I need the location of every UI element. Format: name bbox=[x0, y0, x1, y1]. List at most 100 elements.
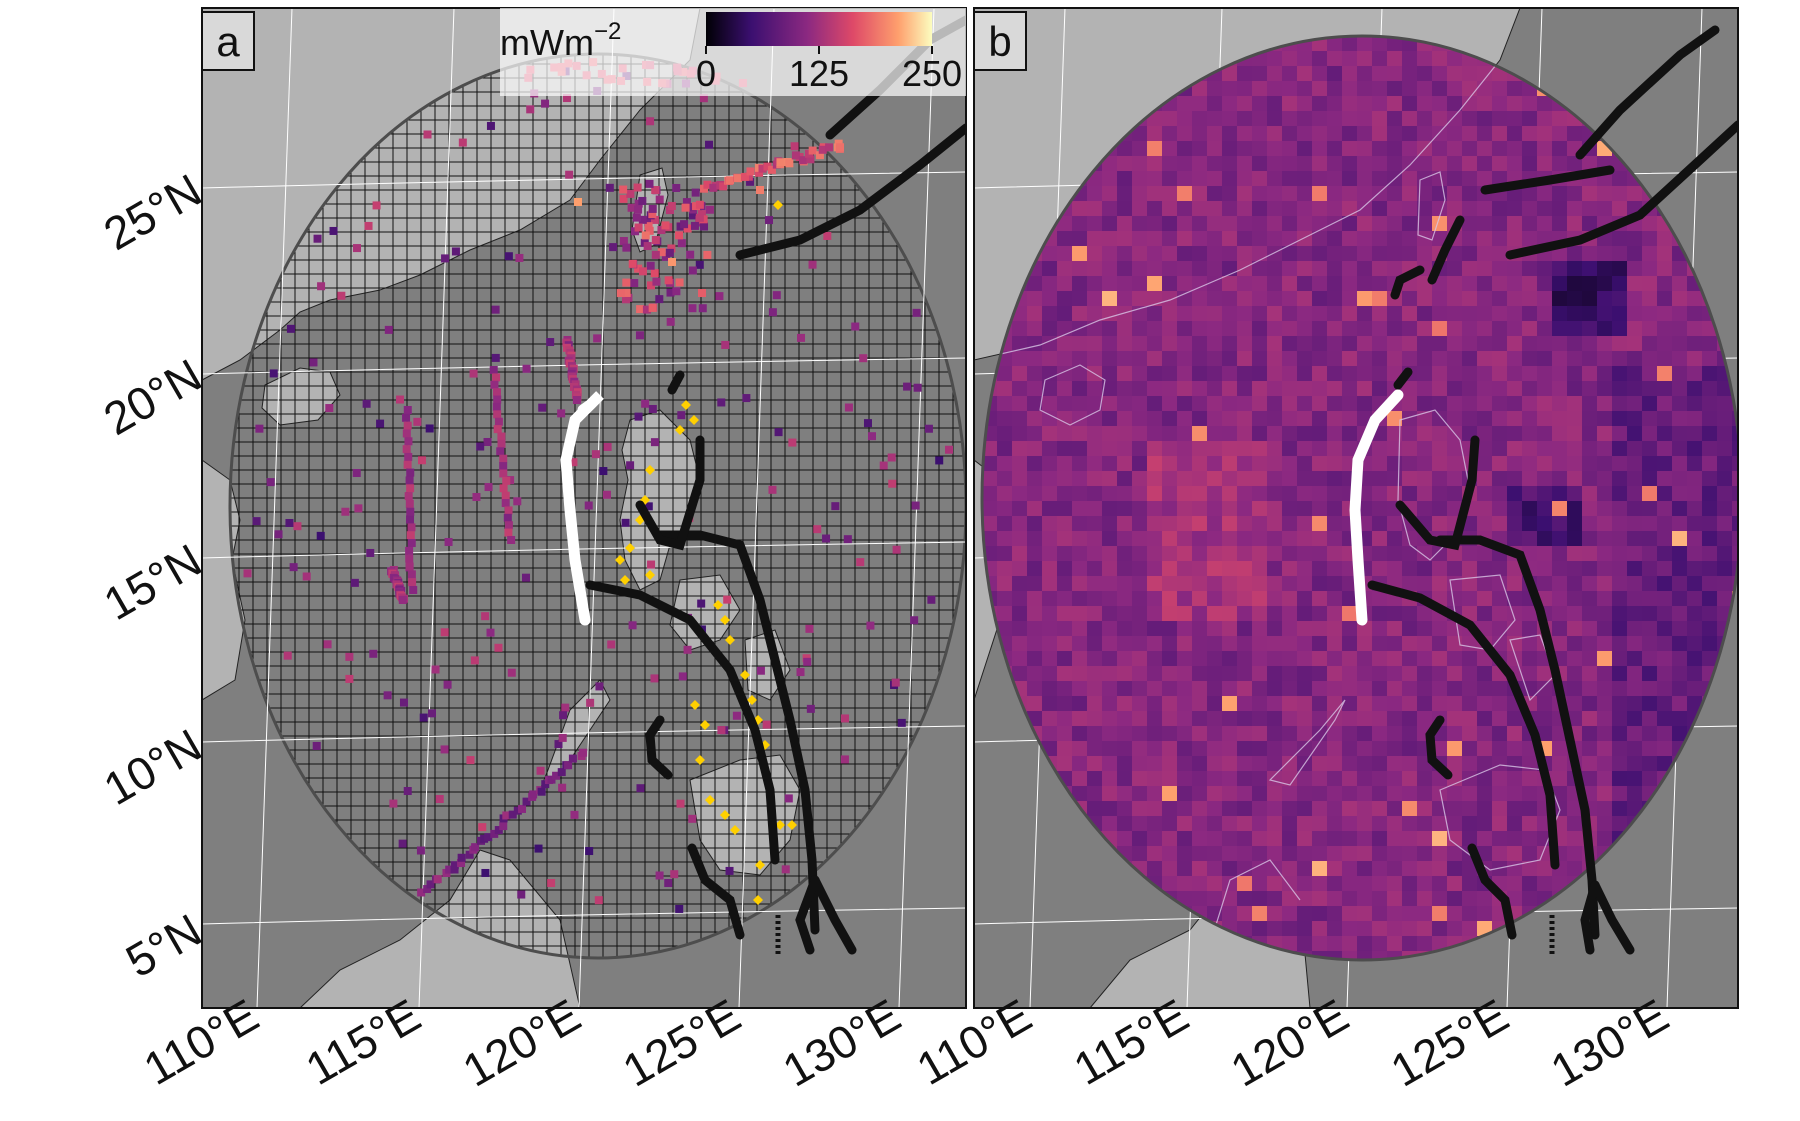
interpolated-cell bbox=[1072, 246, 1088, 262]
interpolated-cell bbox=[1282, 201, 1298, 217]
heat-flow-point bbox=[403, 460, 412, 469]
heat-flow-point bbox=[570, 810, 579, 819]
heat-flow-point bbox=[499, 822, 508, 831]
heat-flow-point bbox=[492, 388, 501, 397]
interpolated-cell bbox=[1387, 66, 1403, 82]
heat-flow-point bbox=[323, 640, 332, 649]
heat-flow-point bbox=[655, 195, 664, 204]
heat-flow-point bbox=[312, 741, 321, 750]
interpolated-cell bbox=[1252, 291, 1268, 307]
heat-flow-point bbox=[851, 322, 860, 331]
interpolated-cell bbox=[1312, 246, 1328, 262]
heat-flow-point bbox=[910, 616, 919, 625]
heat-flow-point bbox=[337, 291, 346, 300]
interpolated-cell bbox=[1477, 126, 1493, 142]
interpolated-cell bbox=[1132, 141, 1148, 157]
heat-flow-point bbox=[517, 890, 526, 899]
interpolated-cell bbox=[1207, 111, 1223, 127]
interpolated-cell bbox=[1312, 141, 1328, 157]
interpolated-cell bbox=[1207, 141, 1223, 157]
interpolated-cell bbox=[1237, 156, 1253, 172]
interpolated-cell bbox=[1147, 156, 1163, 172]
interpolated-cell bbox=[1267, 141, 1283, 157]
interpolated-cell bbox=[1162, 201, 1178, 217]
interpolated-cell bbox=[1132, 171, 1148, 187]
heat-flow-point bbox=[522, 364, 531, 373]
heat-flow-point bbox=[255, 424, 264, 433]
interpolated-cell bbox=[1537, 126, 1553, 142]
heat-flow-point bbox=[497, 432, 506, 441]
interpolated-cell bbox=[1252, 81, 1268, 97]
heat-flow-point bbox=[350, 578, 359, 587]
interpolated-cell bbox=[1132, 201, 1148, 217]
panel-b: b bbox=[973, 7, 1739, 1009]
interpolated-cell bbox=[1342, 66, 1358, 82]
heat-flow-point bbox=[440, 628, 449, 637]
interpolated-cell bbox=[1342, 171, 1358, 187]
interpolated-cell bbox=[1387, 126, 1403, 142]
heat-flow-point bbox=[691, 188, 700, 197]
interpolated-cell bbox=[1267, 291, 1283, 307]
heat-flow-point bbox=[762, 720, 771, 729]
interpolated-cell bbox=[1297, 171, 1313, 187]
interpolated-cell bbox=[1252, 111, 1268, 127]
interpolated-cell bbox=[1207, 246, 1223, 262]
interpolated-cell bbox=[1192, 246, 1208, 262]
heat-flow-point bbox=[472, 493, 481, 502]
heat-flow-point bbox=[404, 437, 413, 446]
interpolated-cell bbox=[1477, 81, 1493, 97]
interpolated-cell bbox=[1117, 231, 1133, 247]
heat-flow-point bbox=[499, 462, 508, 471]
interpolated-cell bbox=[1537, 261, 1553, 277]
interpolated-cell bbox=[1312, 186, 1328, 202]
heat-flow-point bbox=[402, 429, 411, 438]
heat-flow-point bbox=[407, 539, 416, 548]
colorbar-ramp bbox=[706, 12, 932, 46]
heat-flow-point bbox=[536, 766, 545, 775]
interpolated-cell bbox=[1267, 216, 1283, 232]
heat-flow-point bbox=[499, 454, 508, 463]
heat-flow-point bbox=[863, 419, 872, 428]
interpolated-cell bbox=[1342, 276, 1358, 292]
interpolated-cell bbox=[1267, 261, 1283, 277]
interpolated-cell bbox=[1657, 276, 1673, 292]
interpolated-cell bbox=[1282, 186, 1298, 202]
interpolated-cell bbox=[1432, 126, 1448, 142]
heat-flow-point bbox=[504, 252, 513, 261]
heat-flow-point bbox=[652, 277, 661, 286]
interpolated-cell bbox=[1432, 51, 1448, 67]
heat-flow-point bbox=[546, 338, 555, 347]
interpolated-cell bbox=[1597, 201, 1613, 217]
interpolated-cell bbox=[1462, 276, 1478, 292]
interpolated-cell bbox=[1117, 246, 1133, 262]
interpolated-cell bbox=[1387, 51, 1403, 67]
interpolated-cell bbox=[1237, 276, 1253, 292]
interpolated-cell bbox=[1252, 216, 1268, 232]
interpolated-cell bbox=[1162, 231, 1178, 247]
heat-flow-point bbox=[666, 317, 675, 326]
interpolated-cell bbox=[1672, 261, 1688, 277]
interpolated-cell bbox=[1177, 231, 1193, 247]
heat-flow-point bbox=[686, 250, 695, 259]
heat-flow-point bbox=[723, 595, 732, 604]
heat-flow-point bbox=[680, 220, 689, 229]
heat-flow-point bbox=[494, 417, 503, 426]
heat-flow-point bbox=[622, 278, 631, 287]
heat-flow-point bbox=[725, 176, 734, 185]
interpolated-cell bbox=[1327, 96, 1343, 112]
heat-flow-point bbox=[274, 530, 283, 539]
interpolated-cell bbox=[1057, 291, 1073, 307]
interpolated-cell bbox=[1342, 186, 1358, 202]
interpolated-cell bbox=[1222, 126, 1238, 142]
interpolated-cell bbox=[1522, 261, 1538, 277]
interpolated-cell bbox=[1447, 156, 1463, 172]
heat-flow-point bbox=[650, 438, 659, 447]
interpolated-cell bbox=[1372, 51, 1388, 67]
interpolated-cell bbox=[1222, 156, 1238, 172]
interpolated-cell bbox=[1402, 246, 1418, 262]
interpolated-cell bbox=[1342, 231, 1358, 247]
interpolated-cell bbox=[1462, 186, 1478, 202]
interpolated-cell bbox=[1372, 261, 1388, 277]
interpolated-cell bbox=[1267, 96, 1283, 112]
interpolated-cell bbox=[1477, 156, 1493, 172]
